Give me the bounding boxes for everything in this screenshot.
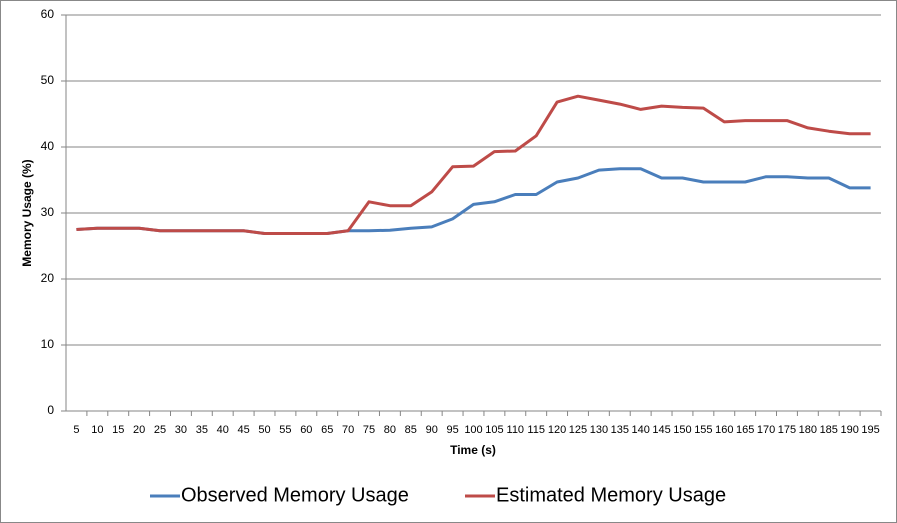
- y-tick-label: 10: [41, 337, 55, 351]
- x-tick-label: 50: [258, 424, 270, 436]
- x-tick-label: 150: [673, 424, 691, 436]
- y-tick-label: 60: [41, 7, 55, 21]
- x-tick-label: 175: [778, 424, 796, 436]
- legend-label: Observed Memory Usage: [181, 484, 409, 506]
- series-line: [76, 94, 871, 235]
- x-tick-label: 40: [217, 424, 229, 436]
- x-tick-label: 195: [861, 424, 879, 436]
- x-tick-label: 30: [175, 424, 187, 436]
- x-tick-label: 145: [652, 424, 670, 436]
- x-axis-title: Time (s): [450, 443, 496, 457]
- x-tick-label: 95: [446, 424, 458, 436]
- y-tick-label: 50: [41, 73, 55, 87]
- x-tick-label: 35: [196, 424, 208, 436]
- x-tick-label: 80: [384, 424, 396, 436]
- y-tick-label: 20: [41, 271, 55, 285]
- x-tick-label: 10: [91, 424, 103, 436]
- x-tick-label: 140: [631, 424, 649, 436]
- x-tick-label: 190: [840, 424, 858, 436]
- y-axis-title: Memory Usage (%): [20, 159, 34, 266]
- x-tick-label: 100: [464, 424, 482, 436]
- x-tick-label: 155: [694, 424, 712, 436]
- x-tick-label: 55: [279, 424, 291, 436]
- y-tick-label: 0: [47, 403, 54, 417]
- x-tick-label: 25: [154, 424, 166, 436]
- x-tick-label: 20: [133, 424, 145, 436]
- x-tick-label: 120: [548, 424, 566, 436]
- x-tick-label: 110: [507, 424, 525, 436]
- x-tick-label: 105: [485, 424, 503, 436]
- x-tick-label: 185: [820, 424, 838, 436]
- x-tick-label: 180: [799, 424, 817, 436]
- legend-label: Estimated Memory Usage: [496, 484, 726, 506]
- y-tick-label: 40: [41, 139, 55, 153]
- x-tick-label: 5: [73, 424, 79, 436]
- x-tick-label: 160: [715, 424, 733, 436]
- x-tick-label: 115: [527, 424, 545, 436]
- x-tick-label: 65: [321, 424, 333, 436]
- x-tick-label: 90: [426, 424, 438, 436]
- x-tick-label: 130: [590, 424, 608, 436]
- x-tick-label: 60: [300, 424, 312, 436]
- x-tick-label: 15: [112, 424, 124, 436]
- x-tick-label: 85: [405, 424, 417, 436]
- x-tick-label: 70: [342, 424, 354, 436]
- x-tick-label: 165: [736, 424, 754, 436]
- x-tick-label: 170: [757, 424, 775, 436]
- x-tick-label: 135: [611, 424, 629, 436]
- x-tick-label: 75: [363, 424, 375, 436]
- x-tick-label: 125: [569, 424, 587, 436]
- y-tick-label: 30: [41, 205, 55, 219]
- x-tick-label: 45: [238, 424, 250, 436]
